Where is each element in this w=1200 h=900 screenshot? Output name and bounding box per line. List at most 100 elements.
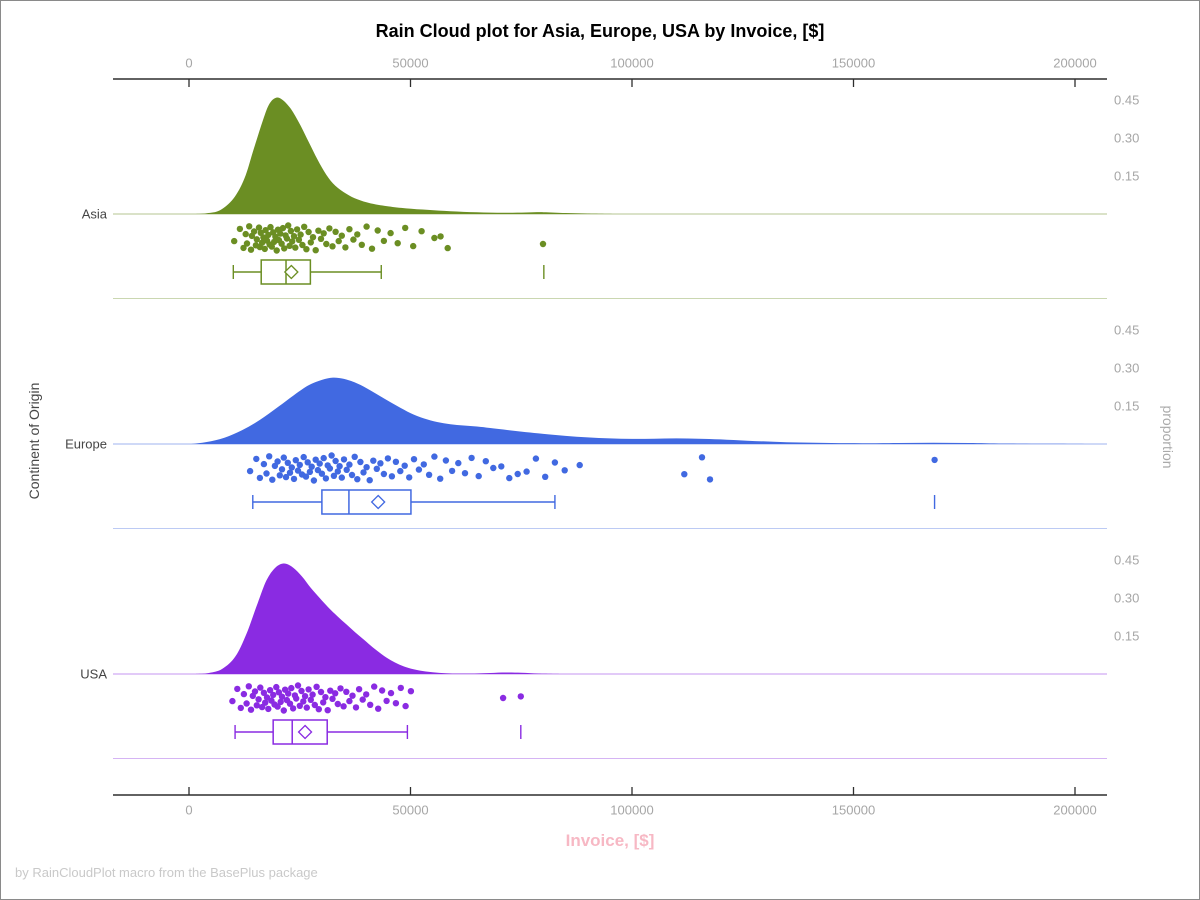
rain-point-europe [455,459,462,467]
rain-point-usa [317,688,325,696]
top-axis-tick-label: 150000 [831,55,876,71]
rain-point-europe [280,454,287,461]
box-mean-diamond-usa [297,724,313,740]
top-axis-tick-label: 200000 [1053,55,1097,71]
rain-point-europe [288,464,295,471]
y-axis-label-right: proportion [1160,405,1176,469]
rain-point-europe [551,459,559,466]
rain-point-usa [257,684,264,691]
bottom-axis-tick-label: 50000 [392,802,429,818]
rain-point-usa [332,690,339,697]
rain-point-asia [350,236,357,243]
rain-point-europe [348,471,356,479]
rain-point-europe [316,460,323,467]
rain-point-europe [561,467,568,474]
top-axis-tick-label: 100000 [610,55,654,71]
rain-point-europe [366,477,373,484]
rain-point-asia [265,231,272,239]
rain-point-asia [335,237,342,245]
rain-point-usa [247,706,255,713]
rain-point-asia [283,235,291,242]
proportion-tick-label: 0.45 [1114,552,1140,568]
rain-point-europe [330,472,338,479]
rain-point-europe [322,475,330,482]
rain-point-asia [539,240,547,248]
rain-point-asia [243,240,251,247]
rain-point-europe [415,466,423,473]
rain-point-europe [482,458,489,465]
category-label-usa: USA [80,666,107,682]
rain-point-asia [315,227,322,234]
rain-point-asia [374,227,381,234]
rain-point-usa [285,690,292,697]
rain-point-europe [373,465,380,472]
rain-point-europe [401,462,408,469]
rain-point-europe [338,474,345,481]
rain-point-usa [237,704,244,712]
rain-point-usa [359,696,366,703]
rain-point-asia [410,242,417,250]
rain-point-usa [303,704,310,711]
rain-point-usa [251,688,259,695]
rain-point-usa [270,691,277,699]
rain-point-europe [292,457,299,464]
rain-point-usa [392,700,400,707]
rain-point-asia [380,237,388,245]
category-label-europe: Europe [65,436,107,452]
rain-point-asia [290,233,298,240]
rain-point-europe [397,467,404,475]
rain-point-usa [300,698,307,705]
rain-point-asia [323,240,330,248]
rain-point-usa [301,693,309,700]
x-axis-label: Invoice, [$] [565,831,655,850]
density-cloud-asia [193,97,615,214]
proportion-tick-label: 0.30 [1114,130,1140,146]
rain-point-europe [326,465,334,472]
rain-point-asia [387,229,394,237]
rain-point-asia [281,245,288,252]
box-iqr-usa [272,719,328,745]
rain-point-europe [284,459,291,466]
rain-point-asia [293,226,301,233]
bottom-axis-tick-label: 200000 [1053,802,1097,818]
rain-point-asia [231,237,238,245]
rain-point-europe [336,463,343,470]
rain-point-usa [260,689,268,696]
rain-point-asia [255,224,263,231]
rain-point-usa [253,702,260,709]
rain-point-usa [286,700,294,707]
rain-point-europe [346,461,353,468]
rain-point-asia [273,247,280,254]
density-cloud-europe [191,377,1106,444]
rain-point-europe [334,468,341,475]
rain-point-europe [490,464,497,472]
rain-point-europe [256,474,264,482]
rain-point-asia [261,245,268,253]
rain-point-usa [293,695,300,702]
rain-point-europe [498,463,505,470]
rain-point-asia [250,228,258,235]
rain-point-usa [288,684,295,692]
rain-point-europe [357,458,364,466]
rain-point-usa [298,687,305,695]
rain-point-asia [246,223,253,230]
rain-point-usa [309,691,316,698]
rain-point-usa [243,700,250,707]
rain-point-europe [328,452,335,459]
rain-point-europe [351,453,358,460]
rain-point-europe [514,470,521,478]
rain-point-usa [307,696,314,703]
rain-point-usa [383,697,390,705]
rain-point-usa [245,683,252,690]
rain-point-usa [517,693,524,700]
rain-point-usa [305,686,312,693]
proportion-tick-label: 0.45 [1114,92,1140,108]
rain-point-europe [306,468,314,476]
rain-point-asia [363,223,370,230]
rain-point-europe [340,456,348,463]
rain-point-asia [317,235,325,242]
rain-point-usa [367,701,374,708]
rain-point-usa [378,687,386,694]
rain-point-europe [300,453,307,461]
rain-point-europe [681,471,688,478]
